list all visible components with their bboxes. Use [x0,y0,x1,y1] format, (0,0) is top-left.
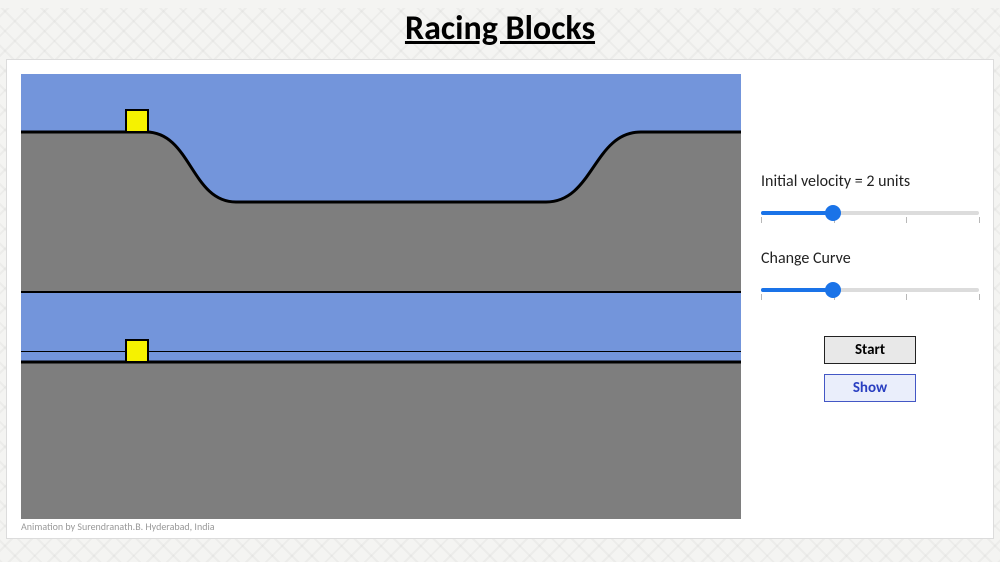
velocity-slider[interactable] [761,203,979,223]
controls-panel: Initial velocity = 2 units Change Curve [761,74,979,524]
button-row: Start Show [761,336,979,402]
simulation-svg [21,74,741,519]
velocity-control: Initial velocity = 2 units [761,172,979,223]
page-title: Racing Blocks [0,8,1000,49]
curve-control: Change Curve [761,249,979,300]
credit-text: Animation by Surendranath.B. Hyderabad, … [21,520,215,533]
start-button[interactable]: Start [824,336,916,364]
simulation-canvas: Animation by Surendranath.B. Hyderabad, … [21,74,741,519]
show-button[interactable]: Show [824,374,916,402]
curve-slider[interactable] [761,280,979,300]
curve-label: Change Curve [761,249,979,268]
velocity-label: Initial velocity = 2 units [761,172,979,191]
app-panel: Animation by Surendranath.B. Hyderabad, … [6,59,994,539]
